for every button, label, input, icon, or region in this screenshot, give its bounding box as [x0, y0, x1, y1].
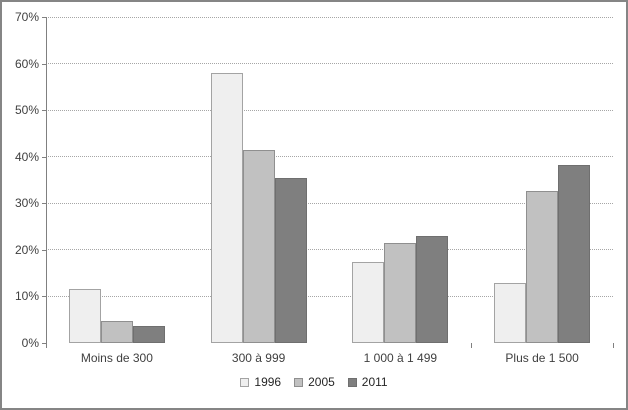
- legend-label: 2011: [361, 375, 388, 389]
- plot-area: [42, 16, 614, 348]
- y-axis-tick: [42, 63, 46, 65]
- x-axis-tick: [470, 343, 472, 348]
- bar-2011-4: [558, 165, 591, 343]
- bar-2011-3: [416, 236, 449, 343]
- gridline: [46, 16, 613, 18]
- y-axis-tick: [42, 17, 46, 18]
- y-tick-label: 40%: [14, 149, 39, 164]
- legend-swatch-icon: [347, 378, 357, 387]
- legend-swatch-icon: [294, 378, 304, 387]
- y-axis-line: [46, 17, 47, 348]
- legend-item-2005: 2005: [294, 376, 335, 389]
- legend-item-1996: 1996: [240, 376, 281, 389]
- legend-label: 1996: [254, 375, 282, 389]
- legend: 1996 2005 2011: [2, 376, 626, 389]
- y-axis-tick: [42, 296, 46, 298]
- bar-1996-1: [68, 289, 101, 343]
- x-category-label: 1 000 à 1 499: [363, 351, 438, 365]
- bar-1996-3: [352, 262, 385, 343]
- x-category-label: Moins de 300: [80, 351, 153, 365]
- y-axis-tick: [42, 110, 46, 112]
- gridline: [46, 156, 613, 158]
- y-axis-tick: [42, 343, 46, 344]
- x-category-label: 300 à 999: [231, 351, 286, 365]
- gridline: [46, 295, 613, 297]
- y-axis-tick: [42, 203, 46, 205]
- gridline: [46, 202, 613, 204]
- y-tick-label: 30%: [14, 196, 39, 211]
- y-tick-label: 70%: [14, 10, 39, 24]
- x-axis-tick: [612, 343, 614, 348]
- bar-2005-4: [526, 191, 559, 343]
- bar-2005-3: [384, 243, 417, 343]
- gridline: [46, 249, 613, 251]
- gridline: [46, 109, 613, 111]
- y-tick-label: 20%: [14, 242, 39, 257]
- legend-label: 2005: [308, 375, 335, 389]
- bar-2005-1: [100, 321, 133, 343]
- x-category-label: Plus de 1 500: [505, 351, 579, 365]
- y-tick-label: 60%: [14, 56, 39, 71]
- bar-1996-2: [210, 73, 243, 343]
- y-tick-label: 0%: [21, 336, 39, 350]
- gridline: [46, 63, 613, 65]
- y-tick-label: 50%: [14, 103, 39, 118]
- bar-1996-4: [494, 283, 527, 343]
- bar-2005-2: [242, 150, 275, 343]
- y-tick-label: 10%: [14, 289, 39, 304]
- bar-2011-2: [274, 178, 307, 343]
- bar-2011-1: [132, 326, 165, 343]
- legend-item-2011: 2011: [347, 375, 388, 389]
- y-axis-tick: [42, 249, 46, 251]
- legend-swatch-icon: [240, 378, 250, 387]
- y-axis-tick: [42, 156, 46, 158]
